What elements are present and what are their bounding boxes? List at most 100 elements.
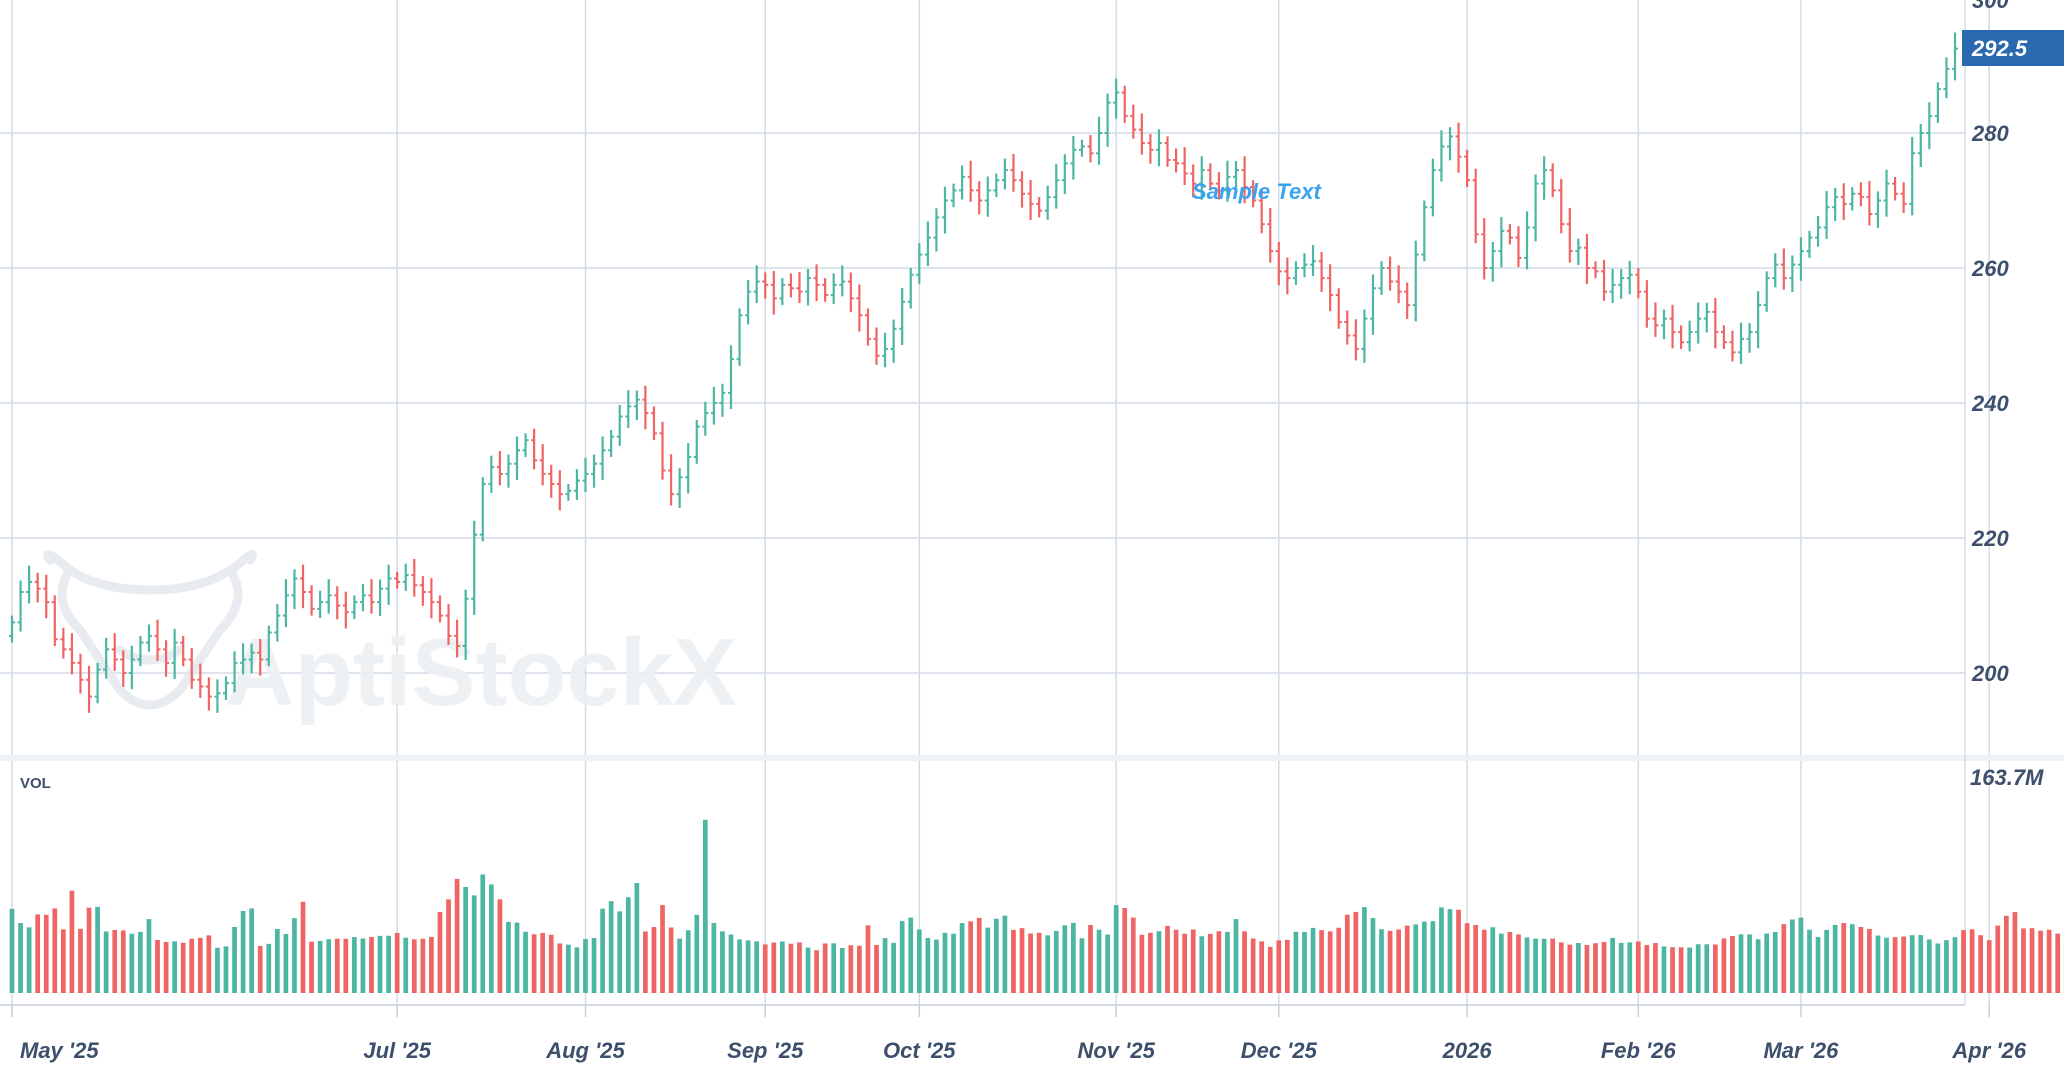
volume-bar [712,923,717,993]
volume-bar [1867,929,1872,993]
volume-bar [52,908,57,993]
volume-bar [309,942,314,993]
volume-bar [523,932,528,993]
volume-bar [1054,931,1059,993]
volume-bar [677,939,682,993]
volume-bar [1559,942,1564,993]
volume-bar [1747,934,1752,993]
volume-bar [241,911,246,993]
volume-bar [1114,905,1119,993]
volume-bar [1097,930,1102,993]
volume-bar [395,933,400,993]
volume-bar [1225,932,1230,993]
volume-bar [2021,928,2026,993]
time-tick-label: Aug '25 [545,1038,625,1063]
volume-bar [617,911,622,993]
volume-bar [1893,937,1898,993]
volume-bar [2013,912,2018,993]
volume-bar [1182,934,1187,993]
volume-bar [1037,933,1042,993]
volume-bar [737,939,742,993]
volume-bar [660,905,665,993]
volume-bar [1953,937,1958,993]
volume-bar [1131,918,1136,993]
volume-bar [1542,939,1547,993]
volume-bar [1174,930,1179,993]
volume-bar [1970,929,1975,993]
volume-bar [421,939,426,993]
price-tick-label: 280 [1971,121,2009,146]
volume-bar [1610,938,1615,993]
volume-bar [1722,938,1727,993]
volume-bar [1157,931,1162,993]
volume-bar [198,938,203,993]
volume-bar [1653,943,1658,993]
volume-bar [121,930,126,993]
volume-bar [147,919,152,993]
volume-bar [301,902,306,993]
volume-bar [1405,926,1410,993]
price-tick-label: 240 [1971,391,2009,416]
volume-bar [900,921,905,993]
volume-bar [1311,928,1316,993]
volume-bar [1045,935,1050,993]
volume-bar [1294,932,1299,993]
volume-bar [626,897,631,993]
volume-bar [575,947,580,993]
volume-bar [1687,948,1692,993]
volume-bar [1388,931,1393,993]
volume-bar [1704,944,1709,993]
time-tick-label: 2026 [1442,1038,1493,1063]
volume-bar [729,935,734,993]
volume-bar [1662,946,1667,993]
volume-bar [600,909,605,993]
volume-bar [1508,932,1513,993]
volume-bar [95,907,100,993]
volume-bar [232,927,237,993]
volume-bar [284,934,289,993]
volume-bar [1251,939,1256,993]
volume-bar [540,933,545,993]
volume-bar [70,891,75,993]
volume-bar [1139,935,1144,993]
volume-bar [164,942,169,993]
volume-bar [557,943,562,993]
chart-annotation: Sample Text [1192,179,1322,204]
volume-bar [61,929,66,993]
volume-bar [634,883,639,993]
volume-bar [1371,918,1376,993]
volume-bar [224,946,229,993]
volume-bar [934,940,939,993]
volume-bar [1713,945,1718,993]
volume-bar [2038,931,2043,993]
volume-bar [780,941,785,993]
volume-bar [1576,943,1581,993]
volume-bar [1011,930,1016,993]
volume-bar [1876,935,1881,993]
volume-bar [207,935,212,993]
price-tick-label: 300 [1972,0,2009,13]
volume-bar [1328,931,1333,993]
volume-bar [1003,916,1008,993]
volume-bar [814,950,819,993]
volume-bar [686,930,691,993]
volume-bar [1422,922,1427,993]
time-tick-label: Mar '26 [1763,1038,1839,1063]
volume-bar [1841,923,1846,993]
volume-bar [1071,923,1076,993]
volume-bar [797,942,802,993]
volume-bar [258,946,263,993]
volume-bar [1756,939,1761,993]
volume-bar [891,943,896,993]
volume-bar [378,936,383,993]
volume-bar [1910,935,1915,993]
volume-bar [352,937,357,993]
volume-bar [1645,945,1650,993]
volume-bar [249,908,254,993]
volume-bar [343,939,348,993]
volume-bar [335,939,340,993]
volume-bar [438,912,443,993]
